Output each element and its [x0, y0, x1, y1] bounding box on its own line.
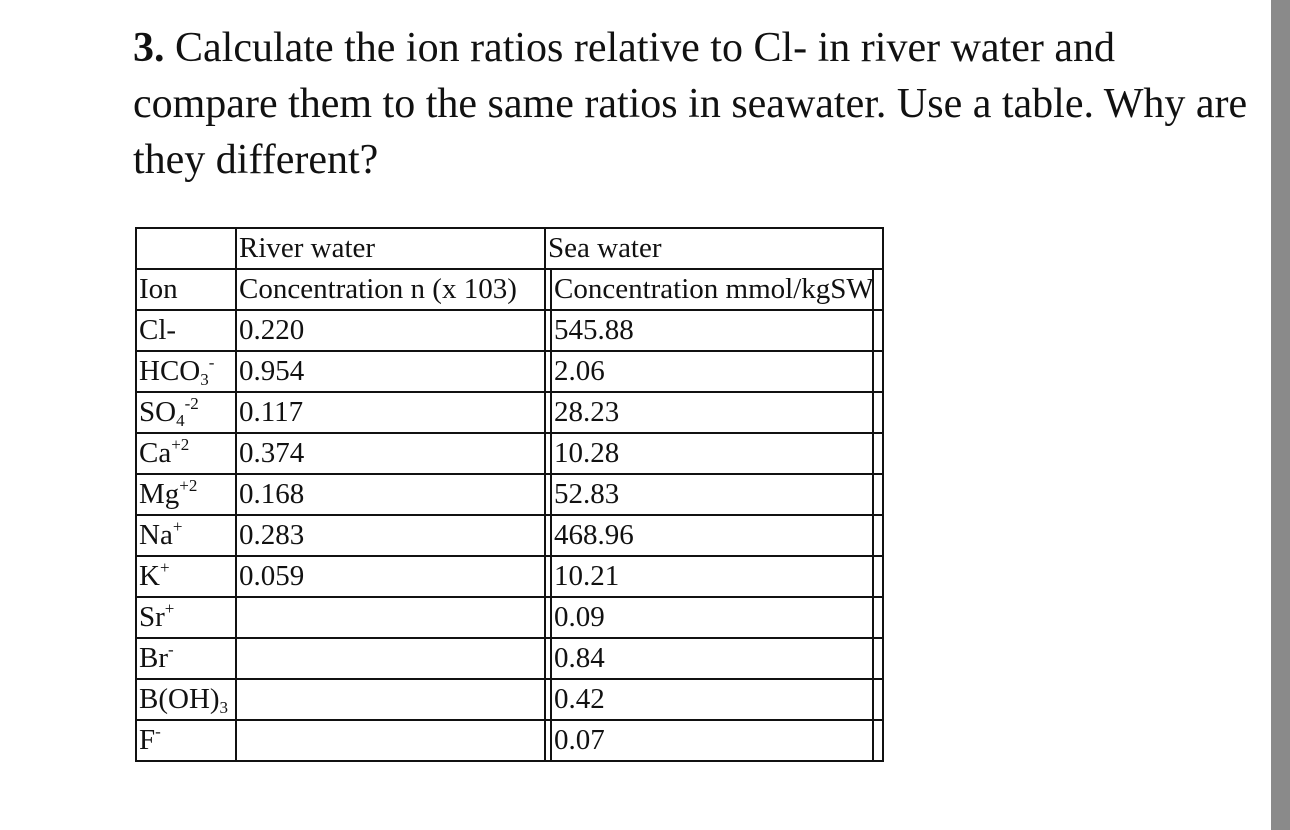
- sea-concentration-cell: 0.42: [544, 678, 883, 720]
- ion-symbol: B(OH): [139, 683, 220, 715]
- ion-charge: -2: [184, 394, 199, 413]
- ion-charge: -: [208, 353, 215, 372]
- table-row: HCO3- 0.954 2.06: [136, 350, 883, 392]
- ion-symbol: F: [139, 724, 156, 756]
- table-group-header-row: River water Sea water: [136, 228, 883, 269]
- table-header-row: Ion Concentration n (x 103) Concentratio…: [136, 268, 883, 310]
- river-concentration-cell: 0.168: [235, 473, 545, 515]
- scrollbar-edge: [1271, 0, 1290, 830]
- ion-cell: Br-: [136, 637, 236, 679]
- sea-concentration-cell: 52.83: [544, 473, 883, 515]
- group-header-river: River water: [235, 228, 545, 269]
- table-row: Ca+2 0.374 10.28: [136, 432, 883, 474]
- sea-concentration-value: 468.96: [554, 519, 634, 551]
- ion-symbol: Na: [139, 519, 173, 551]
- sea-concentration-value: 52.83: [554, 478, 620, 510]
- sea-concentration-cell: 0.09: [544, 596, 883, 638]
- ion-concentration-table: River water Sea water Ion Concentration …: [135, 227, 884, 762]
- sea-concentration-cell: 0.84: [544, 637, 883, 679]
- group-header-ion: [136, 228, 236, 269]
- ion-symbol: Ca: [139, 437, 172, 469]
- header-ion: Ion: [136, 268, 236, 310]
- ion-symbol: Br: [139, 642, 168, 674]
- ion-cell: HCO3-: [136, 350, 236, 392]
- sea-concentration-value: 10.28: [554, 437, 620, 469]
- ion-cell: SO4-2: [136, 391, 236, 433]
- table-row: Mg+2 0.168 52.83: [136, 473, 883, 515]
- ion-symbol: HCO: [139, 355, 201, 387]
- sea-concentration-value: 0.09: [554, 601, 605, 633]
- river-concentration-cell: 0.283: [235, 514, 545, 556]
- table-body: River water Sea water Ion Concentration …: [136, 228, 883, 761]
- table-row: K+ 0.059 10.21: [136, 555, 883, 597]
- sea-concentration-value: 2.06: [554, 355, 605, 387]
- ion-cell: K+: [136, 555, 236, 597]
- ion-charge: +: [172, 517, 183, 536]
- group-header-sea: Sea water: [544, 228, 883, 269]
- sea-concentration-cell: 10.21: [544, 555, 883, 597]
- ion-subscript: 4: [176, 411, 185, 430]
- ion-cell: Cl-: [136, 309, 236, 351]
- ion-cell: B(OH)3: [136, 678, 236, 720]
- ion-symbol: Mg: [139, 478, 180, 510]
- ion-charge: +: [159, 558, 170, 577]
- river-concentration-cell: [235, 596, 545, 638]
- sea-concentration-value: 0.84: [554, 642, 605, 674]
- river-concentration-cell: 0.374: [235, 432, 545, 474]
- river-concentration-cell: 0.954: [235, 350, 545, 392]
- ion-symbol: SO: [139, 396, 177, 428]
- river-concentration-cell: [235, 719, 545, 761]
- table-row: F- 0.07: [136, 719, 883, 761]
- sea-concentration-cell: 2.06: [544, 350, 883, 392]
- ion-charge: -: [168, 640, 174, 659]
- table-row: SO4-2 0.117 28.23: [136, 391, 883, 433]
- table-row: Cl- 0.220 545.88: [136, 309, 883, 351]
- sea-concentration-value: 545.88: [554, 314, 634, 346]
- sea-concentration-cell: 0.07: [544, 719, 883, 761]
- sea-concentration-cell: 545.88: [544, 309, 883, 351]
- ion-symbol: Sr: [139, 601, 165, 633]
- sea-concentration-value: 0.42: [554, 683, 605, 715]
- ion-symbol: K: [139, 560, 160, 592]
- sea-concentration-value: 10.21: [554, 560, 620, 592]
- sea-concentration-value: 0.07: [554, 724, 605, 756]
- river-concentration-cell: [235, 678, 545, 720]
- question-text: 3. Calculate the ion ratios relative to …: [133, 20, 1253, 188]
- ion-charge: +: [164, 599, 175, 618]
- ion-cell: Sr+: [136, 596, 236, 638]
- table-row: Sr+ 0.09: [136, 596, 883, 638]
- question-body: Calculate the ion ratios relative to Cl-…: [133, 25, 1248, 183]
- ion-cell: F-: [136, 719, 236, 761]
- sea-concentration-value: 28.23: [554, 396, 620, 428]
- river-concentration-cell: 0.059: [235, 555, 545, 597]
- table-row: B(OH)3 0.42: [136, 678, 883, 720]
- ion-subscript: 3: [219, 698, 229, 717]
- table-row: Br- 0.84: [136, 637, 883, 679]
- ion-cell: Mg+2: [136, 473, 236, 515]
- river-concentration-cell: [235, 637, 545, 679]
- header-sea-label: Concentration mmol/kgSW: [554, 273, 874, 305]
- ion-cell: Na+: [136, 514, 236, 556]
- ion-charge: +2: [171, 435, 190, 454]
- river-concentration-cell: 0.220: [235, 309, 545, 351]
- header-sea-concentration: Concentration mmol/kgSW: [544, 268, 883, 310]
- sea-concentration-cell: 10.28: [544, 432, 883, 474]
- ion-charge: -: [155, 722, 161, 741]
- ion-charge: +2: [179, 476, 198, 495]
- sea-concentration-cell: 28.23: [544, 391, 883, 433]
- table-row: Na+ 0.283 468.96: [136, 514, 883, 556]
- question-number: 3.: [133, 25, 165, 71]
- header-river-concentration: Concentration n (x 103): [235, 268, 545, 310]
- ion-symbol: Cl-: [139, 314, 177, 346]
- ion-subscript: 3: [200, 370, 209, 389]
- sea-concentration-cell: 468.96: [544, 514, 883, 556]
- ion-cell: Ca+2: [136, 432, 236, 474]
- river-concentration-cell: 0.117: [235, 391, 545, 433]
